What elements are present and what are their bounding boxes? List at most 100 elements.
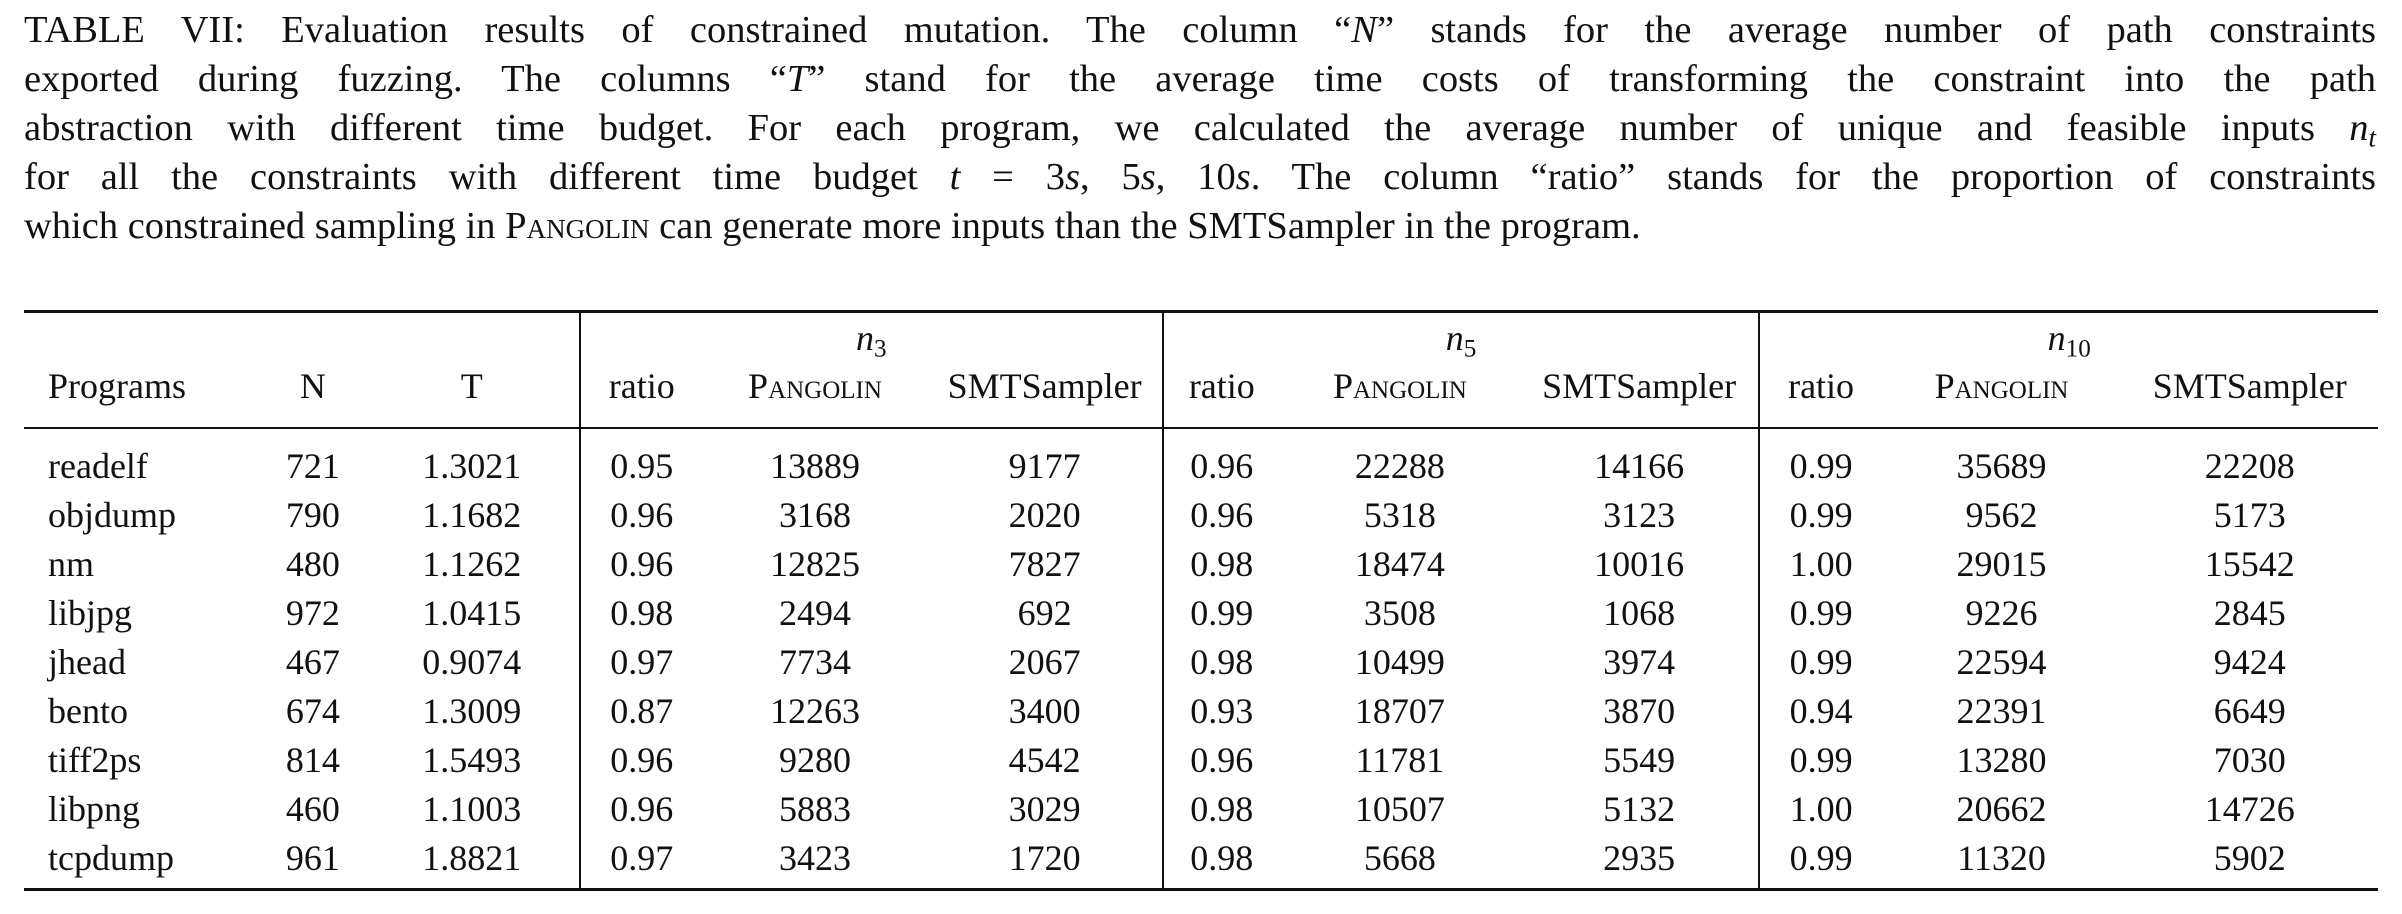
column-header: SMTSampler [1542, 366, 1737, 406]
value-cell: 0.98 [1161, 539, 1281, 588]
value-cell: 18707 [1354, 690, 1445, 731]
math-symbol: s [1064, 156, 1080, 198]
value-cell: 10016 [1594, 543, 1685, 584]
math-symbol: s [1235, 156, 1251, 198]
table-row: libpng 460 1.1003 0.96 5883 3029 0.98 10507 5132… [24, 784, 2378, 833]
value-cell: 790 [285, 494, 340, 535]
table-row: readelf 721 1.3021 0.95 13889 9177 0.96 22288 14… [24, 428, 2378, 490]
value-cell: 14166 [1594, 445, 1685, 486]
value-cell: 3400 [1008, 690, 1081, 731]
program-name-cell: jhead [48, 641, 126, 682]
program-name-cell: readelf [48, 445, 148, 486]
value-cell: 3168 [779, 494, 851, 535]
column-header: Pangolin [1934, 366, 2069, 406]
program-name-cell: libjpg [48, 592, 133, 633]
value-cell: 0.98 [1161, 637, 1281, 686]
value-cell: 0.96 [579, 735, 703, 784]
value-cell: 7827 [1008, 543, 1081, 584]
program-name-cell: tcpdump [48, 837, 174, 878]
tool-name: Pangolin [505, 205, 650, 247]
group-header-n5: n5 [1161, 311, 1760, 361]
column-header: SMTSampler [2152, 366, 2347, 406]
value-cell: 1.3021 [422, 445, 522, 486]
value-cell: 0.97 [579, 833, 703, 890]
value-cell: 460 [285, 788, 340, 829]
column-header: ratio [1161, 359, 1281, 428]
value-cell: 692 [1017, 592, 1072, 633]
value-cell: 14726 [2204, 788, 2295, 829]
value-cell: 13889 [770, 445, 860, 486]
value-cell: 1.00 [1758, 784, 1882, 833]
value-cell: 15542 [2204, 543, 2295, 584]
value-cell: 1.1682 [422, 494, 522, 535]
value-cell: 35689 [1956, 445, 2047, 486]
value-cell: 7030 [2213, 739, 2286, 780]
value-cell: 0.98 [1161, 833, 1281, 890]
value-cell: 1068 [1603, 592, 1676, 633]
value-cell: 2067 [1008, 641, 1081, 682]
caption-line: exported during fuzzing. The columns “T”… [24, 58, 2376, 100]
value-cell: 22288 [1354, 445, 1445, 486]
value-cell: 0.98 [579, 588, 703, 637]
table-row: libjpg 972 1.0415 0.98 2494 692 0.99 3508 1068 0.… [24, 588, 2378, 637]
table-row: nm 480 1.1262 0.96 12825 7827 0.98 18474 10016 1.… [24, 539, 2378, 588]
math-symbol: N [1351, 9, 1377, 51]
value-cell: 2845 [2213, 592, 2286, 633]
value-cell: 0.99 [1758, 490, 1882, 539]
value-cell: 1.1262 [422, 543, 522, 584]
value-cell: 0.99 [1758, 588, 1882, 637]
value-cell: 0.96 [579, 539, 703, 588]
value-cell: 13280 [1956, 739, 2047, 780]
value-cell: 0.98 [1161, 784, 1281, 833]
program-name-cell: libpng [48, 788, 141, 829]
value-cell: 22594 [1956, 641, 2047, 682]
value-cell: 9280 [779, 739, 851, 780]
column-header: Programs [48, 366, 186, 406]
value-cell: 9177 [1008, 445, 1081, 486]
value-cell: 467 [285, 641, 340, 682]
value-cell: 11320 [1957, 837, 2046, 878]
program-name-cell: objdump [48, 494, 177, 535]
value-cell: 0.93 [1161, 686, 1281, 735]
value-cell: 961 [285, 837, 340, 878]
value-cell: 29015 [1956, 543, 2047, 584]
value-cell: 11781 [1355, 739, 1445, 780]
math-symbol: t [949, 156, 961, 198]
column-header: SMTSampler [947, 366, 1142, 406]
group-header-n10: n10 [1758, 311, 2378, 361]
value-cell: 0.99 [1758, 637, 1882, 686]
value-cell: 18474 [1354, 543, 1445, 584]
value-cell: 6649 [2213, 690, 2286, 731]
table-row: tiff2ps 814 1.5493 0.96 9280 4542 0.96 11781 554… [24, 735, 2378, 784]
value-cell: 1.1003 [422, 788, 522, 829]
value-cell: 20662 [1956, 788, 2047, 829]
value-cell: 721 [285, 445, 340, 486]
value-cell: 1.3009 [422, 690, 522, 731]
value-cell: 3423 [779, 837, 851, 878]
value-cell: 0.94 [1758, 686, 1882, 735]
program-name-cell: nm [48, 543, 95, 584]
program-name-cell: tiff2ps [48, 739, 142, 780]
table-row: jhead 467 0.9074 0.97 7734 2067 0.98 10499 3974 0… [24, 637, 2378, 686]
value-cell: 3974 [1603, 641, 1676, 682]
value-cell: 674 [285, 690, 340, 731]
column-header: ratio [579, 359, 703, 428]
value-cell: 1720 [1008, 837, 1081, 878]
value-cell: 0.96 [579, 490, 703, 539]
value-cell: 1.5493 [422, 739, 522, 780]
value-cell: 0.99 [1758, 833, 1882, 890]
value-cell: 3870 [1603, 690, 1676, 731]
value-cell: 0.99 [1758, 428, 1882, 490]
value-cell: 5883 [779, 788, 851, 829]
value-cell: 972 [285, 592, 340, 633]
value-cell: 10507 [1354, 788, 1445, 829]
value-cell: 3029 [1008, 788, 1081, 829]
value-cell: 5132 [1603, 788, 1676, 829]
value-cell: 814 [285, 739, 340, 780]
column-header: Pangolin [748, 366, 882, 406]
value-cell: 9562 [1965, 494, 2038, 535]
program-name-cell: bento [48, 690, 128, 731]
